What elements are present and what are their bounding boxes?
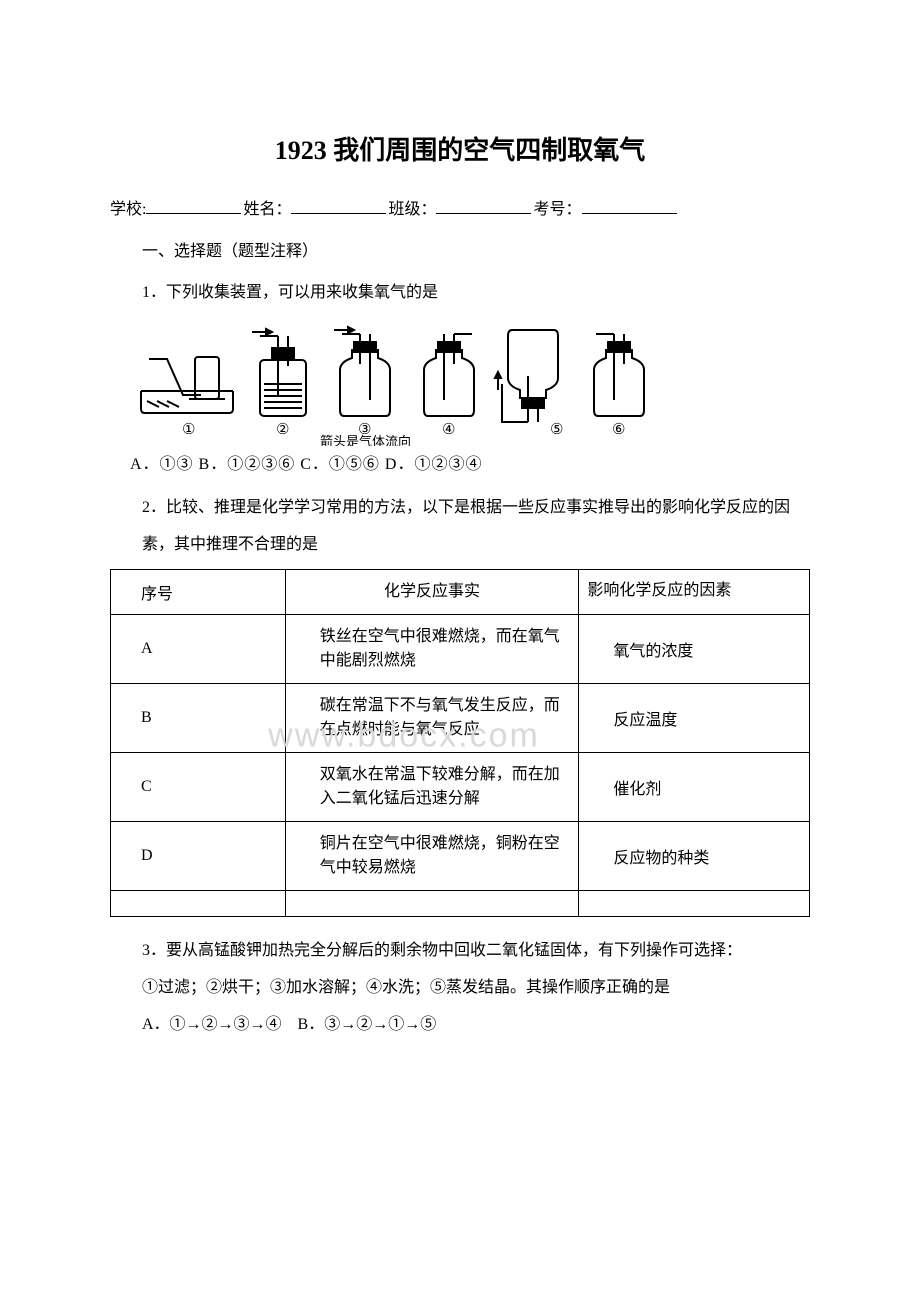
table-row: D 铜片在空气中很难燃烧，铜粉在空气中较易燃烧 反应物的种类 [111, 821, 810, 890]
cell-b2: 碳在常温下不与氧气发生反应，而在点燃时能与氧气反应 [285, 683, 579, 752]
exam-blank[interactable] [582, 196, 677, 214]
exam-label: 考号： [533, 195, 581, 219]
cell-d2: 铜片在空气中很难燃烧，铜粉在空气中较易燃烧 [285, 821, 579, 890]
q2-stem-a: 2．比较、推理是化学学习常用的方法，以下是根据一些反应事实推导出的影响化学反应的… [110, 494, 810, 521]
cell-d3: 反应物的种类 [579, 821, 810, 890]
diagram-label-4: ④ [442, 422, 455, 438]
student-info-line: 学校: 姓名： 班级： 考号： [110, 195, 810, 219]
cell-c3: 催化剂 [579, 752, 810, 821]
diagram-label-2: ② [276, 422, 289, 438]
name-blank[interactable] [291, 196, 386, 214]
table-row: A 铁丝在空气中很难燃烧，而在氧气中能剧烈燃烧 氧气的浓度 [111, 614, 810, 683]
table-row: B 碳在常温下不与氧气发生反应，而在点燃时能与氧气反应 反应温度 [111, 683, 810, 752]
cell-b1: B [111, 683, 286, 752]
cell-a3: 氧气的浓度 [579, 614, 810, 683]
table-header-1: 序号 [111, 569, 286, 614]
q1-diagram: ① ② ③ ④ ⑤ ⑥ 箭头是气体流向 [136, 316, 810, 446]
table-header-row: 序号 化学反应事实 影响化学反应的因素 [111, 569, 810, 614]
cell-b3: 反应温度 [579, 683, 810, 752]
table-empty-row [111, 890, 810, 916]
q1-stem: 1．下列收集装置，可以用来收集氧气的是 [110, 279, 810, 306]
q3-options: A．①→②→③→④ B．③→②→①→⑤ [110, 1011, 810, 1038]
diagram-label-5: ⑤ [550, 422, 563, 438]
page-title: 1923 我们周围的空气四制取氧气 [110, 130, 810, 167]
school-label: 学校: [110, 195, 146, 219]
diagram-label-1: ① [182, 422, 195, 438]
q1-options: A．①③ B．①②③⑥ C．①⑤⑥ D．①②③④ [130, 450, 810, 474]
section-heading: 一、选择题（题型注释） [110, 237, 810, 261]
cell-c1: C [111, 752, 286, 821]
table-header-2: 化学反应事实 [285, 569, 579, 614]
name-label: 姓名： [243, 195, 291, 219]
diagram-caption: 箭头是气体流向 [320, 434, 411, 446]
cell-c2: 双氧水在常温下较难分解，而在加入二氧化锰后迅速分解 [285, 752, 579, 821]
school-blank[interactable] [146, 196, 241, 214]
q3-stem: 3．要从高锰酸钾加热完全分解后的剩余物中回收二氧化锰固体，有下列操作可选择： [110, 937, 810, 964]
cell-a2: 铁丝在空气中很难燃烧，而在氧气中能剧烈燃烧 [285, 614, 579, 683]
diagram-label-6: ⑥ [612, 422, 625, 438]
q2-table: 序号 化学反应事实 影响化学反应的因素 A 铁丝在空气中很难燃烧，而在氧气中能剧… [110, 569, 810, 917]
class-blank[interactable] [436, 196, 531, 214]
table-header-3: 影响化学反应的因素 [579, 569, 810, 614]
q3-sub: ①过滤；②烘干；③加水溶解；④水洗；⑤蒸发结晶。其操作顺序正确的是 [110, 974, 810, 1001]
table-row: C 双氧水在常温下较难分解，而在加入二氧化锰后迅速分解 催化剂 [111, 752, 810, 821]
cell-d1: D [111, 821, 286, 890]
class-label: 班级： [388, 195, 436, 219]
q2-stem-b: 素，其中推理不合理的是 [110, 531, 810, 558]
cell-a1: A [111, 614, 286, 683]
